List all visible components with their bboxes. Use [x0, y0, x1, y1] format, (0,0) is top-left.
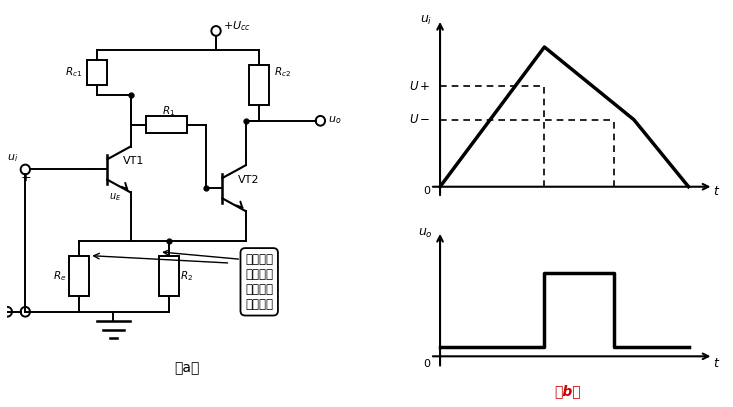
Text: $u_i$: $u_i$: [7, 152, 18, 164]
Bar: [249, 65, 269, 105]
Bar: [87, 59, 107, 85]
Text: VT2: VT2: [237, 175, 259, 185]
Bar: [69, 256, 89, 296]
Text: $U+$: $U+$: [408, 80, 430, 93]
Text: $R_2$: $R_2$: [180, 269, 193, 283]
Text: 发射极的
电流等于
两管射极
电流之和: 发射极的 电流等于 两管射极 电流之和: [246, 253, 273, 311]
Text: $u_o$: $u_o$: [418, 226, 432, 240]
Bar: [147, 116, 187, 133]
Bar: [159, 256, 180, 296]
Text: $t$: $t$: [713, 185, 721, 198]
Text: $+U_{cc}$: $+U_{cc}$: [223, 19, 251, 33]
Text: 0: 0: [423, 186, 430, 196]
Text: $t$: $t$: [713, 357, 721, 370]
Text: $U-$: $U-$: [408, 113, 430, 126]
Text: $u_E$: $u_E$: [109, 191, 122, 203]
Text: 0: 0: [423, 359, 430, 369]
Text: $u_o$: $u_o$: [328, 115, 341, 127]
Text: $R_{c2}$: $R_{c2}$: [274, 65, 291, 79]
Text: +: +: [21, 171, 32, 184]
Text: （b）: （b）: [555, 384, 581, 398]
Text: VT1: VT1: [122, 156, 144, 166]
Text: $R_{c1}$: $R_{c1}$: [65, 65, 83, 79]
Text: $R_e$: $R_e$: [53, 269, 66, 283]
Text: $R_1$: $R_1$: [162, 105, 175, 118]
Text: $u_i$: $u_i$: [420, 14, 432, 27]
Text: （a）: （a）: [174, 361, 200, 375]
